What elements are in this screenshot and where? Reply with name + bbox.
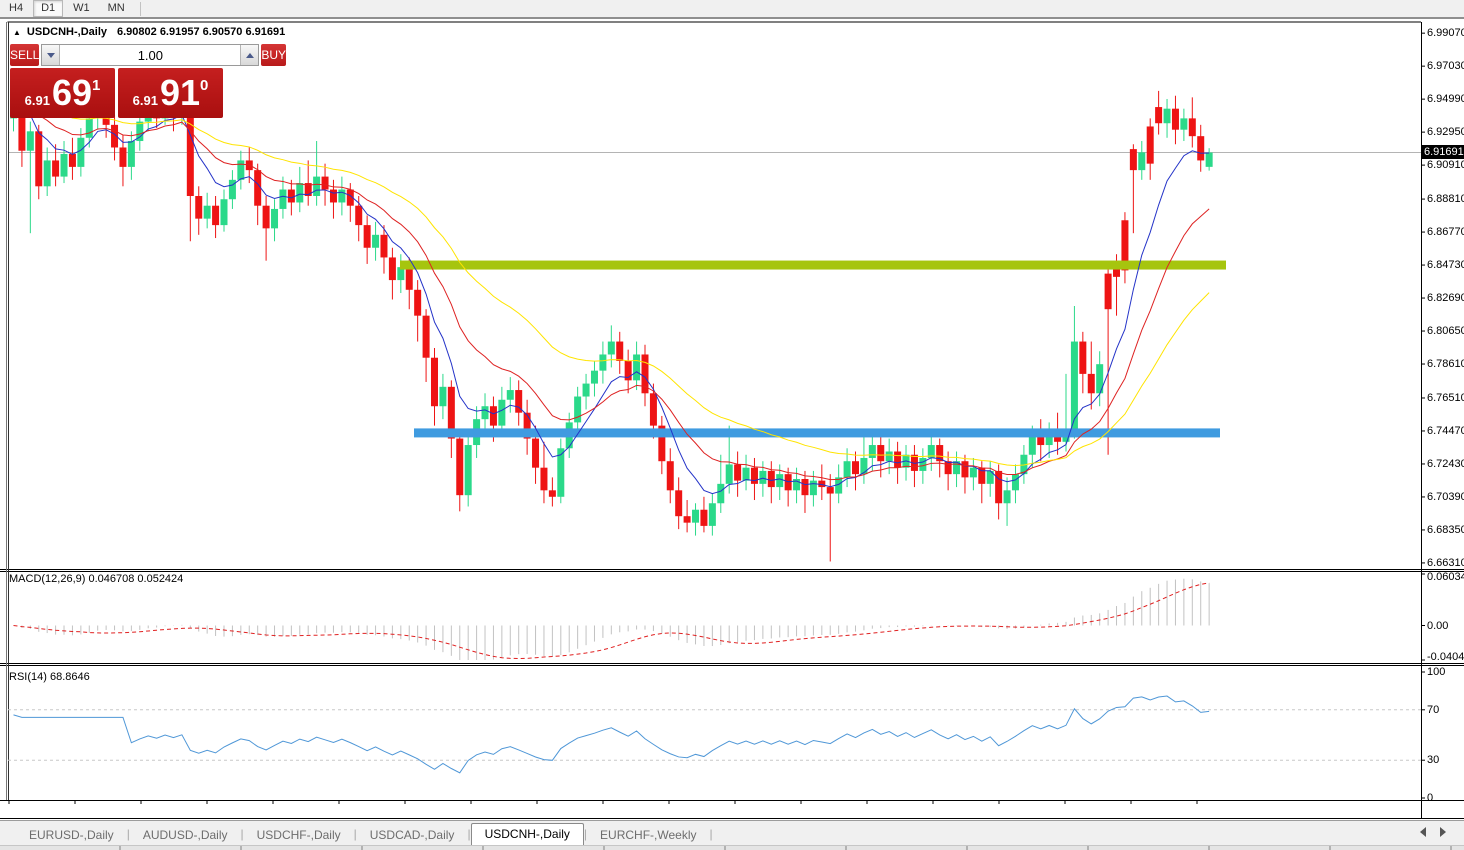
- price-axis-label: 6.66310: [1427, 556, 1464, 569]
- sell-price-pip: 1: [92, 76, 101, 94]
- sell-button[interactable]: SELL: [10, 44, 40, 66]
- chart-tab-audusd[interactable]: AUDUSD-,Daily: [142, 828, 228, 842]
- price-axis-label: 6.74470: [1427, 424, 1464, 437]
- tab-divider: |: [583, 826, 588, 841]
- chart-tab-eurusd[interactable]: EURUSD-,Daily: [29, 828, 114, 842]
- chart-tab-usdchf[interactable]: USDCHF-,Daily: [256, 828, 341, 842]
- price-axis-label: 6.99070: [1427, 27, 1464, 40]
- buy-price-box[interactable]: 6.91 91 0: [118, 68, 223, 118]
- tab-scroll-controls: [1420, 827, 1446, 837]
- toolbar-divider: [139, 1, 141, 16]
- buy-price-base: 6.91: [132, 92, 158, 108]
- price-axis-label: 6.70390: [1427, 490, 1464, 503]
- price-axis-label: 6.84730: [1427, 259, 1464, 272]
- chart-title: ▲ USDCNH-,Daily 6.90802 6.91957 6.90570 6.…: [13, 26, 285, 38]
- sell-price-box[interactable]: 6.91 69 1: [10, 68, 115, 118]
- rsi-axis-label: 30: [1427, 754, 1440, 767]
- volume-increase-button[interactable]: [240, 45, 259, 65]
- price-axis-label: 6.80650: [1427, 325, 1464, 338]
- price-axis-label: 6.68350: [1427, 523, 1464, 536]
- tab-divider: |: [467, 826, 471, 841]
- volume-input[interactable]: [60, 45, 241, 65]
- chart-window: ▲ USDCNH-,Daily 6.90802 6.91957 6.90570 6.…: [0, 19, 1464, 849]
- buy-price-pip: 0: [200, 76, 209, 94]
- price-axis-label: 6.90910: [1427, 159, 1464, 172]
- price-axis-label: 6.97030: [1427, 60, 1464, 73]
- rsi-axis-label: 0: [1427, 792, 1434, 804]
- tab-divider: |: [240, 826, 244, 841]
- macd-axis-max: 0.060342: [1427, 571, 1464, 583]
- spinner-up-icon: [245, 52, 254, 58]
- timeframe-button-mn[interactable]: MN: [107, 2, 125, 14]
- tab-divider: |: [353, 826, 357, 841]
- sell-price-base: 6.91: [24, 92, 50, 108]
- price-axis-label: 6.94990: [1427, 93, 1464, 106]
- buy-button[interactable]: BUY: [261, 44, 287, 66]
- price-chart-canvas: [0, 21, 1464, 819]
- sell-price-big: 69: [51, 72, 92, 113]
- chart-tab-bar: EURUSD-,Daily | AUDUSD-,Daily | USDCHF-,Dail…: [0, 820, 1464, 846]
- macd-axis-zero: 0.00: [1427, 619, 1449, 632]
- rsi-indicator-label: RSI(14) 68.8646: [9, 671, 90, 683]
- rsi-axis-label: 100: [1427, 666, 1446, 678]
- timeframe-toolbar: H4 D1 W1 MN: [0, 0, 1464, 17]
- toolbar-separator: [0, 17, 1464, 19]
- timeframe-button-w1[interactable]: W1: [73, 2, 90, 14]
- price-axis-label: 6.92950: [1427, 126, 1464, 139]
- price-axis-label: 6.88810: [1427, 193, 1464, 206]
- buy-price-big: 91: [159, 72, 200, 113]
- tab-divider: |: [709, 826, 713, 841]
- chart-tab-usdcnh[interactable]: USDCNH-,Daily: [470, 823, 584, 846]
- volume-spinner: [41, 44, 260, 66]
- chart-ohlc-values: 6.90802 6.91957 6.90570 6.91691: [117, 26, 286, 38]
- spinner-down-icon: [46, 52, 55, 58]
- timeframe-button-d1[interactable]: D1: [33, 0, 64, 17]
- rsi-axis-label: 70: [1427, 703, 1440, 716]
- tab-scroll-left-icon[interactable]: [1420, 827, 1426, 837]
- price-axis-label: 6.82690: [1427, 292, 1464, 305]
- price-axis-label: 6.78610: [1427, 358, 1464, 371]
- price-axis-label: 6.72430: [1427, 457, 1464, 470]
- tab-divider: |: [126, 826, 130, 841]
- current-price-badge: 6.91691: [1422, 145, 1464, 160]
- macd-indicator-label: MACD(12,26,9) 0.046708 0.052424: [9, 573, 184, 585]
- macd-axis-min: -0.040415: [1427, 651, 1464, 663]
- price-axis-label: 6.86770: [1427, 226, 1464, 239]
- price-axis-label: 6.76510: [1427, 391, 1464, 404]
- tab-scroll-right-icon[interactable]: [1440, 827, 1446, 837]
- timeframe-button-h4[interactable]: H4: [9, 2, 24, 14]
- volume-decrease-button[interactable]: [42, 45, 61, 65]
- bottom-panel-edge: [0, 845, 1464, 850]
- chart-symbol-label: USDCNH-,Daily: [26, 26, 107, 38]
- collapse-panel-icon[interactable]: ▲: [13, 28, 21, 37]
- chart-tab-usdcad[interactable]: USDCAD-,Daily: [369, 828, 455, 842]
- chart-tab-eurchf[interactable]: EURCHF-,Weekly: [600, 828, 697, 842]
